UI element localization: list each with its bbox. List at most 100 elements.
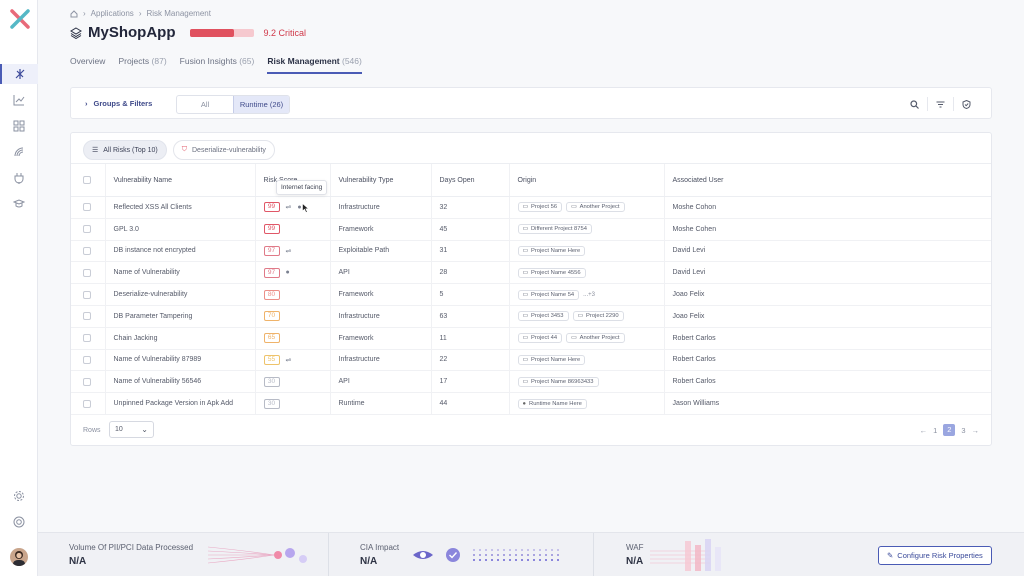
vulnerability-name[interactable]: GPL 3.0: [104, 218, 255, 241]
origin-more[interactable]: ...+3: [583, 291, 596, 298]
sidebar-item-risk[interactable]: [0, 64, 38, 84]
associated-user: Moshe Cohen: [663, 218, 991, 241]
sidebar-item-analytics[interactable]: [9, 90, 29, 110]
tooltip: Internet facing: [276, 180, 328, 195]
sidebar-item-signals[interactable]: [9, 142, 29, 162]
origin-tag[interactable]: ▭ Project Name Here: [517, 245, 586, 256]
vulnerability-name[interactable]: Deserialize-vulnerability: [104, 283, 255, 306]
groups-filters-toggle[interactable]: › Groups & Filters: [85, 99, 153, 108]
table-row[interactable]: Name of Vulnerability 56546 30 API 17 ▭ P…: [71, 370, 991, 394]
segment-runtime[interactable]: Runtime (26): [233, 96, 289, 113]
row-checkbox[interactable]: [83, 246, 91, 255]
segment-all[interactable]: All: [200, 100, 210, 109]
row-checkbox[interactable]: [83, 334, 91, 343]
page-button[interactable]: 3: [961, 425, 966, 435]
origin-tag[interactable]: ▭ Project Name 4556: [517, 267, 586, 278]
vulnerability-name[interactable]: Unpinned Package Version in Apk Add: [104, 392, 255, 415]
folder-icon: ▭: [571, 204, 577, 211]
page-button[interactable]: 1: [933, 425, 938, 435]
column-header[interactable]: Vulnerability Name: [104, 163, 255, 197]
column-header[interactable]: Vulnerability Type: [329, 163, 431, 197]
row-checkbox[interactable]: [83, 268, 91, 277]
associated-user: Robert Carlos: [663, 349, 991, 372]
associated-user: Robert Carlos: [663, 370, 991, 394]
folder-icon: ▭: [522, 269, 528, 276]
row-checkbox[interactable]: [83, 225, 91, 234]
signal-icon: [14, 147, 24, 157]
next-page-icon[interactable]: →: [971, 425, 980, 435]
filter-icon[interactable]: [927, 97, 953, 111]
origin-tag[interactable]: ▭ Project 2290: [572, 311, 624, 322]
origin-tag[interactable]: ▭ Another Project: [566, 202, 625, 213]
home-icon[interactable]: [70, 9, 78, 18]
tab-projects[interactable]: Projects (87): [118, 56, 167, 66]
row-checkbox[interactable]: [83, 377, 91, 386]
vulnerability-name[interactable]: DB Parameter Tampering: [104, 305, 255, 328]
search-icon[interactable]: [901, 97, 927, 111]
table-row[interactable]: Name of Vulnerability 97 ● API 28 ▭ Projec…: [71, 261, 991, 285]
waf-illustration: [650, 539, 721, 571]
row-checkbox[interactable]: [83, 355, 91, 364]
vulnerability-type: Infrastructure: [329, 196, 431, 219]
origin-tag[interactable]: ▭ Project Name 54: [517, 289, 580, 300]
vulnerability-name[interactable]: Chain Jacking: [104, 327, 255, 350]
chip-deserialize[interactable]: ⛉ Deserialize-vulnerability: [172, 140, 275, 160]
folder-icon: ▭: [522, 335, 528, 342]
sidebar-item-plugins[interactable]: [9, 168, 29, 188]
vulnerability-name[interactable]: DB instance not encrypted: [104, 240, 255, 263]
origin-tag[interactable]: ● Runtime Name Here: [517, 398, 587, 409]
table-row[interactable]: Unpinned Package Version in Apk Add 30 R…: [71, 392, 991, 415]
sidebar-item-dashboard[interactable]: [9, 116, 29, 136]
table-row[interactable]: GPL 3.0 99 Framework 45 ▭ Different Proje…: [71, 218, 991, 241]
table-row[interactable]: Chain Jacking 65 Framework 11 ▭ Project 4…: [71, 327, 991, 350]
column-header[interactable]: Days Open: [430, 163, 509, 197]
tab-fusion-insights[interactable]: Fusion Insights (65): [179, 56, 255, 66]
segment-control: All Runtime (26): [176, 95, 290, 114]
grid-icon: [13, 120, 25, 132]
row-checkbox[interactable]: [83, 312, 91, 321]
origin-tag[interactable]: ▭ Project Name 86963433: [517, 376, 599, 387]
origin-tag[interactable]: ▭ Another Project: [566, 333, 625, 344]
table-row[interactable]: Deserialize-vulnerability 80 Framework 5…: [71, 283, 991, 306]
sidebar-item-settings[interactable]: [9, 486, 29, 506]
row-checkbox[interactable]: [83, 290, 91, 299]
vulnerability-name[interactable]: Reflected XSS All Clients: [104, 196, 255, 219]
table-row[interactable]: DB Parameter Tampering 70 Infrastructure…: [71, 305, 991, 328]
table-row[interactable]: Reflected XSS All Clients 99 ⇌ ● Infrastru…: [71, 196, 991, 219]
globe-icon: ●: [285, 269, 290, 277]
pencil-icon: ✎: [887, 551, 894, 560]
rows-per-page-select[interactable]: 10 ⌄: [109, 421, 154, 438]
network-icon: ⇌: [285, 356, 292, 364]
page-button-current[interactable]: 2: [943, 424, 956, 436]
days-open: 5: [430, 283, 509, 306]
sidebar-item-help[interactable]: [9, 512, 29, 532]
sidebar-item-learning[interactable]: [9, 194, 29, 214]
vulnerability-name[interactable]: Name of Vulnerability: [104, 261, 255, 285]
folder-icon: ▭: [522, 226, 528, 233]
select-all-checkbox[interactable]: [83, 176, 91, 184]
column-header[interactable]: Associated User: [663, 163, 991, 197]
app-logo[interactable]: [9, 8, 31, 30]
breadcrumb-item[interactable]: Applications: [90, 9, 134, 18]
configure-risk-properties-button[interactable]: ✎ Configure Risk Properties: [878, 546, 992, 565]
origin-tag[interactable]: ▭ Project 56: [517, 202, 563, 213]
tab-overview[interactable]: Overview: [70, 56, 106, 66]
table-row[interactable]: DB instance not encrypted 97 ⇌ Exploitabl…: [71, 240, 991, 263]
row-checkbox[interactable]: [83, 399, 91, 408]
row-checkbox[interactable]: [83, 203, 91, 212]
origin-tag[interactable]: ▭ Project Name Here: [517, 354, 586, 365]
origin-tag[interactable]: ▭ Project 3453: [517, 311, 569, 322]
vulnerability-name[interactable]: Name of Vulnerability 87989: [104, 349, 255, 372]
tab-risk-management[interactable]: Risk Management (546): [267, 56, 362, 74]
table-row[interactable]: Name of Vulnerability 87989 55 ⇌ Infrastr…: [71, 349, 991, 372]
column-header[interactable]: Origin: [508, 163, 664, 197]
chip-all-risks[interactable]: ☰ All Risks (Top 10): [83, 140, 167, 160]
avatar[interactable]: [10, 548, 28, 566]
shield-icon[interactable]: [953, 97, 979, 111]
pagination: ← 1 2 3 →: [920, 424, 979, 436]
vulnerability-name[interactable]: Name of Vulnerability 56546: [104, 370, 255, 394]
origin-tag[interactable]: ▭ Project 44: [517, 333, 563, 344]
mouse-cursor-icon: [302, 203, 310, 213]
prev-page-icon[interactable]: ←: [919, 425, 928, 435]
origin-tag[interactable]: ▭ Different Project 8754: [517, 224, 592, 235]
